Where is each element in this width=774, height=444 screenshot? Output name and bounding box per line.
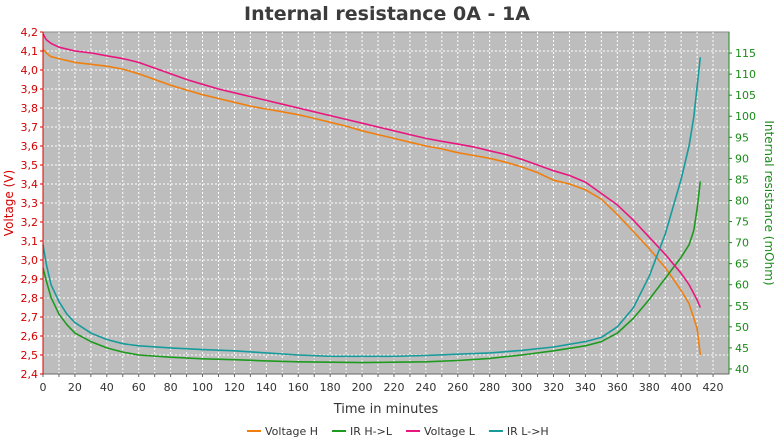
- x-tick-label: 20: [68, 381, 82, 394]
- plot-area: [42, 31, 730, 375]
- x-tick-label: 140: [256, 381, 277, 394]
- legend-label: Voltage H: [265, 425, 318, 438]
- y-tick-label-left: 4,0: [21, 64, 39, 77]
- y-tick-label-right: 90: [735, 152, 749, 165]
- x-tick-label: 160: [288, 381, 309, 394]
- x-tick-label: 400: [671, 381, 692, 394]
- series-layer: [42, 33, 702, 364]
- y-tick-label-right: 45: [735, 342, 749, 355]
- y-tick-label-right: 60: [735, 279, 749, 292]
- y-tick-label-right: 55: [735, 300, 749, 313]
- x-tick-label: 420: [703, 381, 724, 394]
- x-axis-label: Time in minutes: [333, 402, 439, 417]
- y-tick-label-right: 40: [735, 363, 749, 376]
- y-tick-label-left: 2,7: [21, 311, 39, 324]
- y-tick-label-right: 105: [735, 89, 756, 102]
- y-tick-label-right: 85: [735, 173, 749, 186]
- y-tick-label-right: 100: [735, 110, 756, 123]
- y-tick-label-right: 110: [735, 68, 756, 81]
- x-tick-label: 120: [224, 381, 245, 394]
- x-tick-label: 320: [543, 381, 564, 394]
- y-tick-label-right: 70: [735, 237, 749, 250]
- y-tick-label-right: 75: [735, 216, 749, 229]
- legend-item-ir-h-l: IR H->L: [332, 425, 393, 438]
- legend: Voltage H IR H->L Voltage L IR L->H: [247, 425, 549, 438]
- x-tick-label: 0: [40, 381, 47, 394]
- x-tick-label: 240: [415, 381, 436, 394]
- legend-label: IR H->L: [350, 425, 393, 438]
- x-tick-label: 80: [164, 381, 178, 394]
- y-tick-label-right: 65: [735, 258, 749, 271]
- y-tick-label-left: 4,2: [21, 26, 39, 39]
- series-line-voltage-l: [42, 33, 702, 308]
- y-tick-label-left: 3,5: [21, 159, 39, 172]
- axes: 0 20 40 60 80 100 120 140 160 180 200 220 240 260 280 3…: [21, 26, 757, 394]
- legend-label: Voltage L: [424, 425, 476, 438]
- y-tick-label-left: 3,7: [21, 121, 39, 134]
- grid-lines: [43, 32, 729, 374]
- y-axis-label-right: Internal resistance (mOhm): [762, 120, 774, 285]
- legend-item-voltage-h: Voltage H: [247, 425, 318, 438]
- legend-label: IR L->H: [507, 425, 549, 438]
- legend-item-voltage-l: Voltage L: [406, 425, 476, 438]
- x-tick-label: 360: [607, 381, 628, 394]
- legend-item-ir-l-h: IR L->H: [488, 425, 549, 438]
- y-tick-label-left: 3,9: [21, 83, 39, 96]
- x-tick-label: 220: [383, 381, 404, 394]
- y-tick-label-left: 3,3: [21, 197, 39, 210]
- series-line-ir-l-h: [42, 57, 702, 358]
- x-tick-label: 340: [575, 381, 596, 394]
- series-line-voltage-h: [42, 48, 702, 356]
- y-tick-label-left: 3,8: [21, 102, 39, 115]
- x-tick-label: 60: [132, 381, 146, 394]
- y-tick-label-right: 80: [735, 194, 749, 207]
- x-tick-label: 300: [511, 381, 532, 394]
- x-tick-label: 200: [352, 381, 373, 394]
- y-tick-label-left: 3,4: [21, 178, 39, 191]
- y-tick-label-right: 95: [735, 131, 749, 144]
- y-tick-label-left: 2,6: [21, 330, 39, 343]
- y-tick-label-left: 4,1: [21, 45, 39, 58]
- y-tick-label-left: 2,8: [21, 292, 39, 305]
- y-tick-label-right: 50: [735, 321, 749, 334]
- y-tick-label-left: 3,0: [21, 254, 39, 267]
- y-tick-label-left: 2,9: [21, 273, 39, 286]
- y-axis-label-left: Voltage (V): [2, 170, 16, 236]
- x-tick-label: 40: [100, 381, 114, 394]
- y-tick-label-right: 115: [735, 47, 756, 60]
- y-tick-label-left: 3,6: [21, 140, 39, 153]
- x-tick-label: 260: [447, 381, 468, 394]
- chart-title: Internal resistance 0A - 1A: [244, 3, 530, 25]
- y-tick-label-left: 2,4: [21, 368, 39, 381]
- x-tick-label: 100: [192, 381, 213, 394]
- y-tick-label-left: 3,1: [21, 235, 39, 248]
- y-tick-label-left: 2,5: [21, 349, 39, 362]
- y-tick-label-left: 3,2: [21, 216, 39, 229]
- series-line-ir-h-l: [42, 181, 702, 364]
- x-tick-label: 180: [320, 381, 341, 394]
- x-tick-label: 380: [639, 381, 660, 394]
- x-tick-label: 280: [479, 381, 500, 394]
